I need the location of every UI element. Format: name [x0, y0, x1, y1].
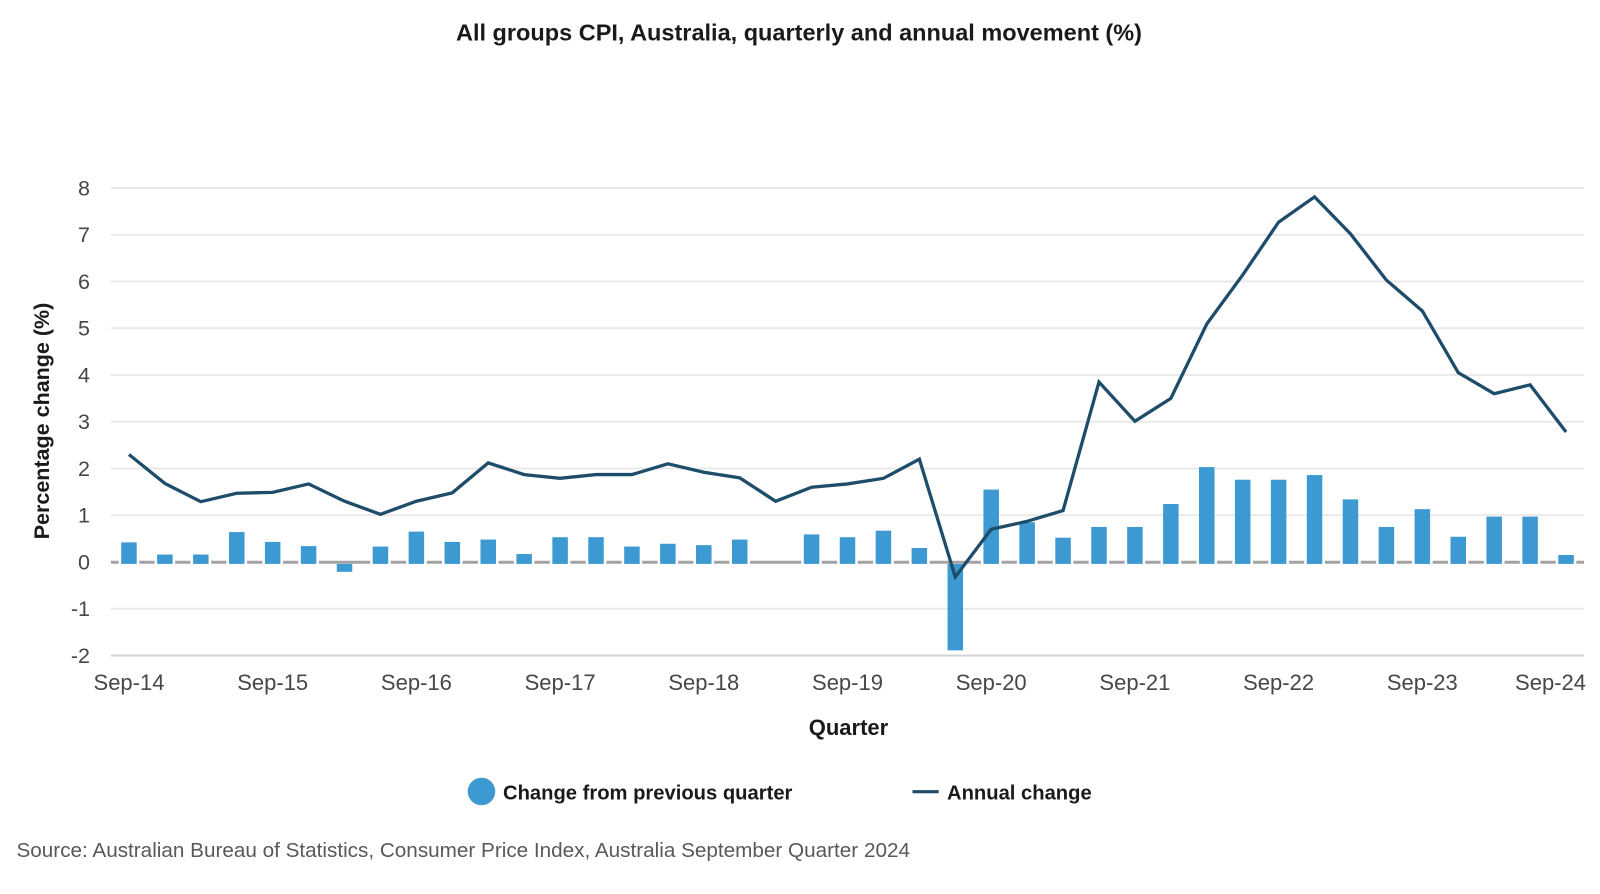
svg-text:Percentage change (%): Percentage change (%)	[30, 303, 54, 540]
svg-text:0: 0	[78, 550, 90, 574]
svg-text:1: 1	[78, 504, 90, 528]
svg-text:Sep-24: Sep-24	[1515, 670, 1586, 695]
svg-text:Sep-20: Sep-20	[956, 670, 1027, 695]
svg-text:4: 4	[78, 363, 90, 387]
svg-text:Sep-21: Sep-21	[1099, 670, 1170, 695]
svg-text:6: 6	[78, 270, 90, 294]
svg-text:Change from previous quarter: Change from previous quarter	[503, 783, 793, 805]
svg-text:Sep-17: Sep-17	[525, 670, 596, 695]
svg-text:Sep-23: Sep-23	[1387, 670, 1458, 695]
svg-text:2: 2	[78, 457, 90, 481]
svg-text:Sep-16: Sep-16	[381, 670, 452, 695]
svg-text:5: 5	[78, 317, 90, 341]
svg-text:Sep-22: Sep-22	[1243, 670, 1314, 695]
svg-text:-2: -2	[71, 644, 90, 668]
svg-text:Source: Australian Bureau of S: Source: Australian Bureau of Statistics,…	[17, 839, 910, 862]
svg-text:All groups CPI, Australia, qua: All groups CPI, Australia, quarterly and…	[456, 20, 1142, 46]
svg-text:Sep-15: Sep-15	[237, 670, 308, 695]
svg-text:7: 7	[78, 223, 90, 247]
svg-text:3: 3	[78, 410, 90, 434]
svg-text:-1: -1	[71, 597, 90, 621]
svg-text:Sep-19: Sep-19	[812, 670, 883, 695]
svg-text:8: 8	[78, 176, 90, 200]
svg-text:Sep-18: Sep-18	[668, 670, 739, 695]
svg-text:Annual change: Annual change	[947, 783, 1092, 805]
svg-text:Sep-14: Sep-14	[94, 670, 165, 695]
svg-text:Quarter: Quarter	[809, 715, 889, 740]
